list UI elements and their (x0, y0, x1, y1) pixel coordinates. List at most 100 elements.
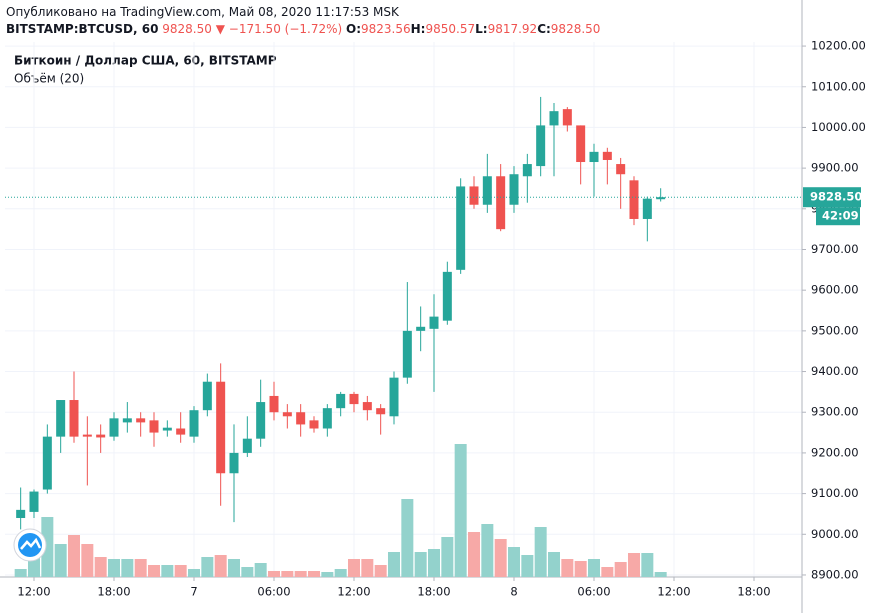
volume-bar (628, 553, 640, 577)
candle-body (402, 330, 412, 378)
candle-body (189, 410, 199, 437)
candle-body (42, 436, 52, 490)
candle-body (96, 434, 106, 438)
ohlc-value: 9823.56 (361, 22, 411, 36)
x-tick-label: 06:00 (257, 585, 290, 599)
x-tick-label: 18:00 (737, 585, 770, 599)
x-tick-label: 18:00 (97, 585, 130, 599)
logo (13, 528, 47, 562)
candle-body (536, 125, 546, 167)
volume-bar (228, 559, 240, 577)
candle-body (29, 491, 39, 512)
candle-body (589, 151, 599, 163)
candle-body (509, 174, 519, 205)
candle-body (629, 180, 639, 219)
y-tick-label: 8900.00 (811, 567, 859, 581)
volume-bar (374, 565, 387, 577)
candle-body (482, 176, 492, 205)
x-tick-label: 12:00 (657, 585, 690, 599)
volume-bar (14, 569, 27, 577)
volume-bar (94, 557, 107, 577)
candle-body (242, 438, 252, 453)
candle-body (376, 408, 386, 415)
volume-bar (121, 559, 134, 577)
candle-body (429, 316, 439, 329)
volume-bar (548, 552, 560, 577)
candle-body (296, 412, 306, 425)
candle-body (389, 377, 399, 417)
volume-bar (108, 559, 120, 577)
published: Опубликовано на TradingView.com, Май 08,… (6, 5, 399, 19)
candle-body (202, 381, 212, 411)
volume-bar (174, 565, 187, 577)
candle-body (469, 186, 479, 205)
volume-bar (574, 561, 587, 577)
y-tick-label: 10100.00 (811, 79, 866, 93)
candle-body (136, 418, 146, 423)
x-tick-label: 18:00 (417, 585, 450, 599)
volume-bar (468, 532, 480, 577)
volume-bar (601, 567, 614, 577)
volume-bar (188, 569, 200, 577)
volume-bar (388, 552, 400, 577)
x-tick-label: 12:00 (337, 585, 370, 599)
quote-line: BITSTAMP:BTCUSD, 60 9828.50 ▼ −171.50 (−… (6, 21, 600, 38)
candle-body (602, 151, 612, 160)
volume-bar (508, 547, 520, 577)
volume-bar (54, 544, 67, 577)
candle-body (176, 428, 186, 435)
volume-bar (561, 559, 574, 577)
candle-body (522, 164, 532, 177)
volume-bar (334, 569, 347, 577)
volume-bar (28, 557, 40, 577)
candle-body (656, 197, 666, 200)
candle-body (616, 164, 626, 175)
header: Опубликовано на TradingView.com, Май 08,… (6, 4, 600, 38)
candle-body (282, 412, 292, 417)
last: 9828.50 (162, 22, 212, 36)
ohlc: O:9823.56H:9850.57L:9817.92C:9828.50 (346, 22, 600, 36)
candle-body (416, 326, 426, 331)
candle-body (322, 408, 332, 429)
candle-body (349, 393, 359, 405)
candle-body (456, 186, 466, 270)
volume-bar (161, 565, 174, 577)
candle-body (362, 402, 372, 411)
y-tick-label: 9900.00 (811, 161, 859, 175)
volume-bar (641, 553, 654, 577)
countdown: 42:09 (822, 209, 859, 223)
change: −171.50 (−1.72%) (228, 22, 343, 36)
candle-body (269, 395, 279, 413)
volume-bar (441, 537, 454, 577)
candle-body (229, 452, 239, 474)
volume-bar (401, 499, 414, 577)
candle-body (122, 418, 132, 423)
candle-body (149, 420, 159, 433)
volume-bar (41, 517, 54, 577)
chart-title: Биткоин / Доллар США, 60, BITSTAMP (14, 54, 277, 68)
candle-body (56, 400, 66, 437)
y-tick-label: 9700.00 (811, 242, 859, 256)
candle-body (442, 271, 452, 321)
volume-bar (148, 565, 160, 577)
candle-body (576, 125, 586, 163)
volume-bar (494, 539, 507, 577)
volume-bar (81, 544, 94, 577)
countdown-box (816, 207, 860, 226)
y-tick-label: 10200.00 (811, 39, 866, 53)
ohlc-value: 9850.57 (425, 22, 476, 36)
volume-bar (521, 555, 534, 577)
logo-glyph (20, 537, 42, 550)
y-tick-label: 9600.00 (811, 283, 859, 297)
volume-bar (68, 535, 80, 577)
volume-bar (254, 563, 267, 577)
volume-bar (268, 571, 280, 577)
arrow: ▼ (215, 22, 225, 36)
candle-body (109, 418, 119, 437)
volume-bar (201, 557, 214, 577)
y-tick-label: 9000.00 (811, 527, 859, 541)
y-tick-label: 9500.00 (811, 323, 859, 337)
last-price-label: 9828.50 (810, 190, 862, 204)
last-price-box (803, 187, 861, 208)
